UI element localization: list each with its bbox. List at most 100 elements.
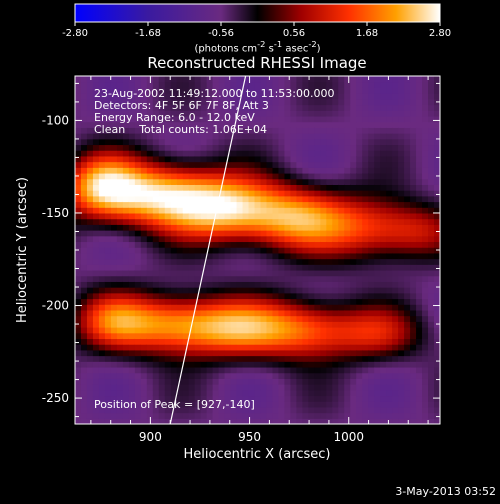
heatmap-cell	[326, 150, 333, 157]
heatmap-cell	[386, 252, 393, 260]
heatmap-cell	[86, 327, 94, 334]
heatmap-cell	[350, 412, 357, 419]
heatmap-cell	[296, 406, 303, 414]
heatmap-cell	[356, 207, 363, 214]
heatmap-cell	[302, 115, 309, 123]
heatmap-cell	[290, 104, 297, 111]
heatmap-cell	[230, 104, 238, 111]
heatmap-cell	[146, 155, 154, 163]
heatmap-cell	[380, 349, 387, 357]
heatmap-cell	[230, 309, 238, 317]
heatmap-cell	[92, 389, 100, 397]
heatmap-cell	[332, 281, 339, 288]
heatmap-cell	[98, 93, 106, 100]
heatmap-cell	[368, 235, 375, 243]
heatmap-cell	[110, 401, 118, 408]
heatmap-cell	[176, 224, 184, 231]
heatmap-cell	[362, 161, 369, 168]
heatmap-cell	[128, 264, 136, 271]
heatmap-cell	[410, 190, 417, 197]
heatmap-cell	[356, 281, 363, 288]
heatmap-cell	[98, 212, 106, 220]
heatmap-cell	[278, 161, 286, 168]
heatmap-cell	[254, 76, 262, 83]
heatmap-cell	[104, 161, 112, 168]
heatmap-cell	[236, 178, 244, 185]
heatmap-cell	[308, 355, 315, 362]
heatmap-cell	[326, 275, 333, 282]
heatmap-cell	[224, 304, 232, 311]
heatmap-cell	[416, 338, 423, 345]
heatmap-cell	[398, 207, 405, 214]
heatmap-cell	[212, 167, 220, 174]
heatmap-cell	[308, 309, 315, 317]
heatmap-cell	[86, 309, 94, 317]
heatmap-cell	[110, 115, 118, 123]
heatmap-cell	[206, 332, 214, 340]
heatmap-cell	[236, 275, 244, 282]
heatmap-cell	[92, 264, 100, 271]
heatmap-cell	[308, 269, 315, 277]
heatmap-cell	[218, 93, 226, 100]
heatmap-cell	[110, 195, 118, 203]
heatmap-cell	[224, 98, 232, 106]
heatmap-cell	[158, 247, 166, 254]
heatmap-cell	[230, 218, 238, 225]
heatmap-cell	[86, 155, 94, 163]
heatmap-cell	[332, 212, 339, 220]
heatmap-cell	[428, 384, 435, 391]
heatmap-cell	[314, 321, 321, 328]
heatmap-cell	[260, 161, 268, 168]
heatmap-cell	[188, 230, 196, 237]
heatmap-cell	[272, 167, 280, 174]
heatmap-cell	[116, 127, 124, 134]
heatmap-cell	[92, 298, 100, 305]
heatmap-cell	[314, 372, 321, 379]
heatmap-cell	[104, 361, 112, 368]
heatmap-cell	[296, 87, 303, 94]
heatmap-cell	[134, 138, 142, 146]
heatmap-cell	[194, 144, 202, 151]
heatmap-cell	[434, 327, 440, 334]
heatmap-cell	[308, 292, 315, 300]
heatmap-cell	[230, 332, 238, 340]
heatmap-cell	[416, 98, 423, 106]
heatmap-cell	[104, 155, 112, 163]
heatmap-cell	[200, 309, 208, 317]
heatmap-cell	[398, 115, 405, 123]
heatmap-cell	[128, 235, 136, 243]
heatmap-cell	[230, 327, 238, 334]
heatmap-cell	[368, 133, 375, 140]
heatmap-cell	[314, 247, 321, 254]
heatmap-cell	[134, 315, 142, 322]
heatmap-cell	[110, 292, 118, 300]
heatmap-cell	[308, 281, 315, 288]
heatmap-cell	[272, 212, 280, 220]
heatmap-cell	[236, 87, 244, 94]
heatmap-cell	[134, 230, 142, 237]
heatmap-cell	[110, 190, 118, 197]
heatmap-cell	[254, 389, 262, 397]
heatmap-cell	[230, 412, 238, 419]
heatmap-cell	[362, 190, 369, 197]
heatmap-cell	[374, 150, 381, 157]
heatmap-cell	[434, 207, 440, 214]
heatmap-cell	[206, 161, 214, 168]
heatmap-cell	[200, 230, 208, 237]
heatmap-cell	[422, 327, 429, 334]
heatmap-cell	[284, 161, 292, 168]
heatmap-cell	[212, 304, 220, 311]
heatmap-cell	[278, 304, 286, 311]
heatmap-cell	[188, 412, 196, 419]
heatmap-cell	[410, 372, 417, 379]
heatmap-cell	[242, 155, 250, 163]
heatmap-cell	[338, 172, 345, 180]
heatmap-cell	[242, 332, 250, 340]
heatmap-cell	[98, 384, 106, 391]
heatmap-cell	[392, 401, 399, 408]
heatmap-cell	[374, 281, 381, 288]
heatmap-cell	[158, 110, 166, 117]
heatmap-cell	[302, 212, 309, 220]
heatmap-cell	[176, 366, 184, 374]
heatmap-cell	[434, 406, 440, 414]
